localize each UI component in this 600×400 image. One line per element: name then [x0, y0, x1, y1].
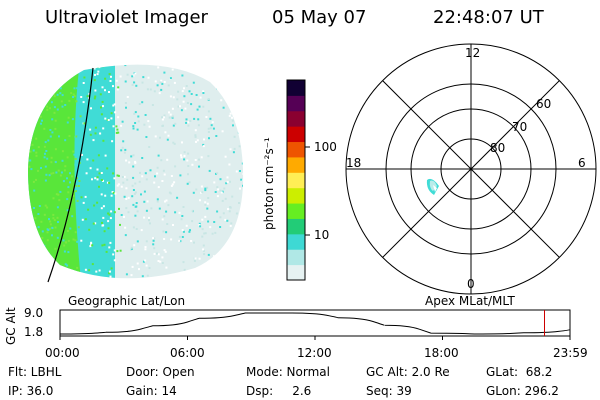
altitude-plot — [59, 309, 571, 340]
altitude-tick-high: 9.0 — [24, 306, 44, 320]
time-label: 22:48:07 UT — [433, 7, 544, 28]
geographic-caption: Geographic Lat/Lon — [68, 294, 186, 308]
polar-label-12: 12 — [465, 46, 481, 60]
colorbar-segment — [287, 156, 305, 173]
time-tick-1200: 12:00 — [297, 346, 332, 360]
polar-label-6: 6 — [578, 156, 586, 170]
polar-label-18: 18 — [346, 156, 362, 170]
terminator-line — [47, 67, 94, 283]
colorbar-segment — [287, 95, 305, 112]
altitude-axis-label: GC Alt — [4, 307, 18, 345]
colorbar-segment — [287, 264, 305, 281]
altitude-tick-low: 1.8 — [24, 325, 44, 339]
time-tick-0600: 06:00 — [170, 346, 205, 360]
time-tick-1800: 18:00 — [424, 346, 459, 360]
glon-info: GLon: 296.2 — [486, 384, 559, 398]
colorbar-segment — [287, 126, 305, 143]
colorbar-tick-10: 10 — [314, 228, 330, 242]
polar-diag-line-2 — [370, 68, 572, 270]
polar-plot — [345, 43, 597, 295]
colorbar-unit-label: photon cm⁻²s⁻¹ — [262, 137, 276, 230]
earth-image — [28, 64, 244, 283]
ip-info: IP: 36.0 — [8, 384, 54, 398]
time-tick-2359: 23:59 — [553, 346, 588, 360]
colorbar-segment — [287, 218, 305, 235]
colorbar-segment — [287, 172, 305, 189]
mode-info: Mode: Normal — [246, 365, 330, 379]
colorbar-segment — [287, 80, 305, 96]
apex-caption: Apex MLat/MLT — [425, 294, 515, 308]
filter-info: Flt: LBHL — [8, 365, 62, 379]
seq-info: Seq: 39 — [366, 384, 412, 398]
polar-label-80: 80 — [490, 141, 506, 155]
polar-aurora-patch — [426, 178, 439, 195]
date-label: 05 May 07 — [272, 7, 367, 28]
glat-info: GLat: 68.2 — [486, 365, 553, 379]
altitude-curve — [59, 312, 571, 335]
dsp-info: Dsp: 2.6 — [246, 384, 312, 398]
polar-label-0: 0 — [467, 277, 475, 291]
door-info: Door: Open — [126, 365, 195, 379]
colorbar-tick-100: 100 — [314, 140, 337, 154]
gc-alt-info: GC Alt: 2.0 Re — [366, 365, 450, 379]
time-tick-0000: 00:00 — [45, 346, 80, 360]
gain-info: Gain: 14 — [126, 384, 177, 398]
colorbar-segment — [287, 233, 305, 250]
colorbar-segment — [287, 203, 305, 219]
colorbar-segment — [287, 141, 305, 158]
colorbar-segment — [287, 187, 305, 204]
polar-label-70: 70 — [512, 120, 528, 134]
colorbar-segment — [287, 249, 305, 266]
instrument-title: Ultraviolet Imager — [45, 7, 208, 28]
polar-label-60: 60 — [536, 97, 552, 111]
colorbar — [286, 79, 310, 281]
colorbar-segment — [287, 110, 305, 127]
